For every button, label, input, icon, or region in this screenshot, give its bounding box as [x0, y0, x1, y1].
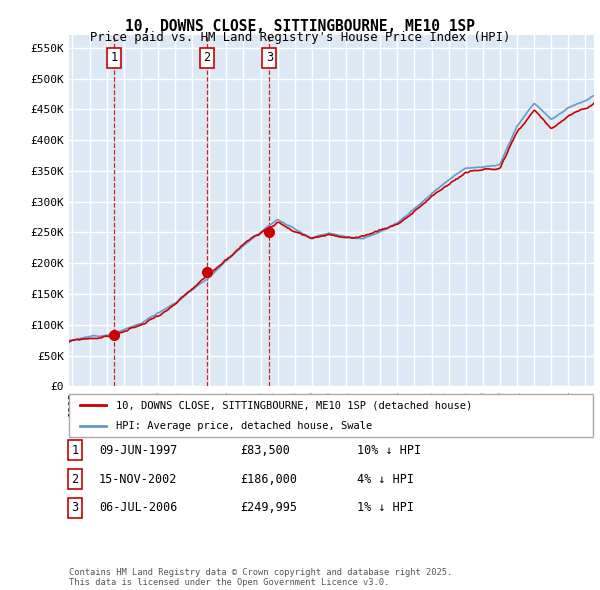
Text: Contains HM Land Registry data © Crown copyright and database right 2025.
This d: Contains HM Land Registry data © Crown c…	[69, 568, 452, 587]
Text: 10, DOWNS CLOSE, SITTINGBOURNE, ME10 1SP (detached house): 10, DOWNS CLOSE, SITTINGBOURNE, ME10 1SP…	[116, 401, 473, 411]
Text: HPI: Average price, detached house, Swale: HPI: Average price, detached house, Swal…	[116, 421, 373, 431]
Text: 4% ↓ HPI: 4% ↓ HPI	[357, 473, 414, 486]
Text: Price paid vs. HM Land Registry's House Price Index (HPI): Price paid vs. HM Land Registry's House …	[90, 31, 510, 44]
Text: 10% ↓ HPI: 10% ↓ HPI	[357, 444, 421, 457]
Text: 10, DOWNS CLOSE, SITTINGBOURNE, ME10 1SP: 10, DOWNS CLOSE, SITTINGBOURNE, ME10 1SP	[125, 19, 475, 34]
Text: 15-NOV-2002: 15-NOV-2002	[99, 473, 178, 486]
Text: 1: 1	[110, 51, 118, 64]
Text: £83,500: £83,500	[240, 444, 290, 457]
Text: 3: 3	[266, 51, 273, 64]
Text: 1: 1	[71, 444, 79, 457]
Text: 06-JUL-2006: 06-JUL-2006	[99, 502, 178, 514]
Text: 1% ↓ HPI: 1% ↓ HPI	[357, 502, 414, 514]
Text: £249,995: £249,995	[240, 502, 297, 514]
Text: 3: 3	[71, 502, 79, 514]
Text: 09-JUN-1997: 09-JUN-1997	[99, 444, 178, 457]
Text: £186,000: £186,000	[240, 473, 297, 486]
Text: 2: 2	[203, 51, 211, 64]
Text: 2: 2	[71, 473, 79, 486]
FancyBboxPatch shape	[69, 394, 593, 437]
